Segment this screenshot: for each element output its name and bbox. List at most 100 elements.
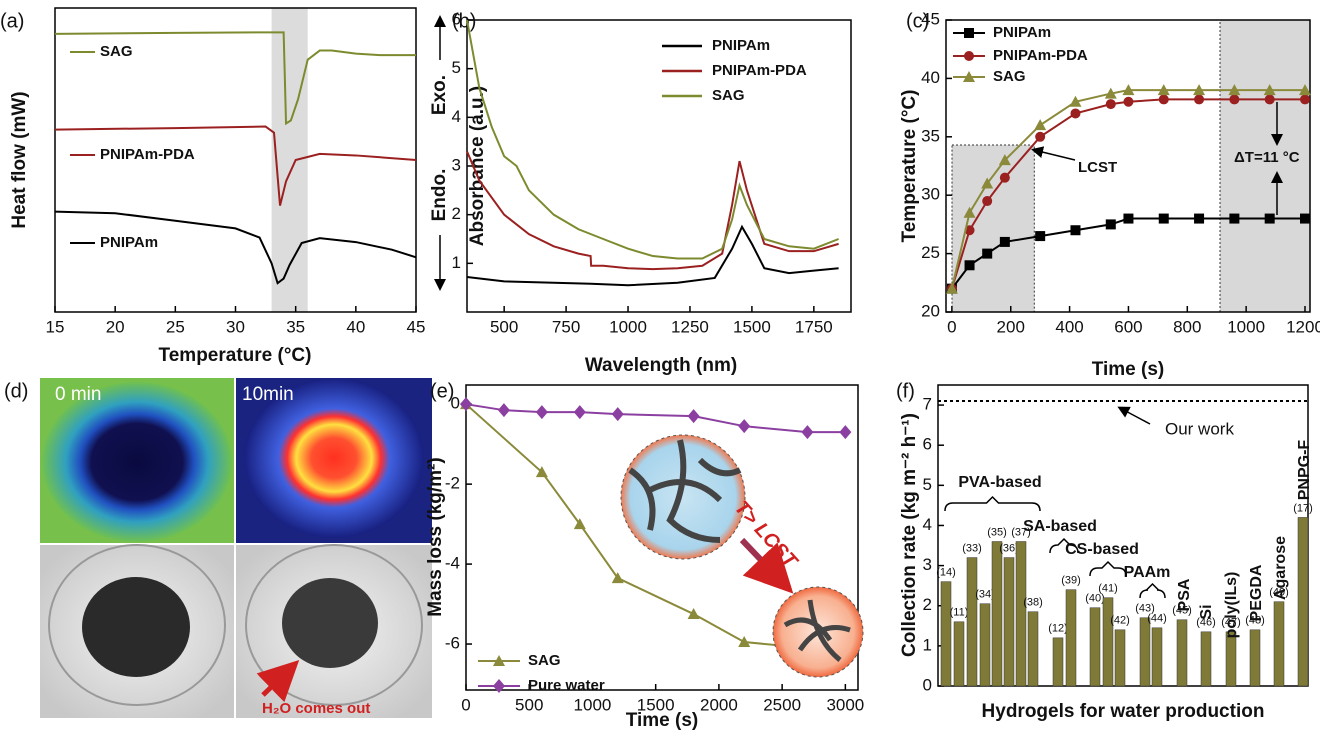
x-tick-label: 500 <box>515 695 543 714</box>
point <box>1105 219 1116 230</box>
legend-label: PNIPAm-PDA <box>100 146 195 163</box>
bar-label: (49) <box>1269 587 1289 599</box>
group-label: PNPG-F <box>1296 440 1313 501</box>
panel-label: (b) <box>452 10 476 32</box>
legend-label: PNIPAm-PDA <box>993 47 1088 64</box>
point <box>611 407 624 422</box>
x-tick-label: 200 <box>997 317 1025 336</box>
point <box>1034 119 1047 131</box>
point <box>999 236 1010 247</box>
bar-label: (45) <box>1172 605 1192 617</box>
x-tick-label: 2500 <box>763 695 801 714</box>
point <box>999 172 1010 183</box>
y-tick-label: -2 <box>445 474 460 493</box>
point <box>1069 95 1082 107</box>
point <box>981 177 994 189</box>
series-line <box>466 224 839 287</box>
bar <box>1249 629 1261 687</box>
bar-label: (38) <box>1023 597 1043 609</box>
y-tick-label: 6 <box>452 9 461 28</box>
bar <box>979 603 991 687</box>
point <box>1299 94 1310 105</box>
x-tick-label: 1500 <box>733 317 771 336</box>
y-tick-label: 35 <box>921 126 940 145</box>
y-tick-label: 6 <box>923 435 932 454</box>
brace <box>1089 560 1127 577</box>
y-tick-label: 5 <box>923 475 932 494</box>
arrow <box>256 660 300 703</box>
bar-label: (34) <box>975 589 995 601</box>
x-tick-label: 1250 <box>671 317 709 336</box>
caption: 0 min <box>55 384 101 405</box>
bar-label: (39) <box>1061 575 1081 587</box>
bar <box>940 581 952 687</box>
y-tick-label: 4 <box>923 515 932 534</box>
bar-label: (36) <box>999 542 1019 554</box>
point <box>1229 213 1240 224</box>
point <box>801 425 814 440</box>
point <box>1158 94 1169 105</box>
y-tick-label: 30 <box>921 185 940 204</box>
x-tick-label: 15 <box>46 317 65 336</box>
x-tick-label: 0 <box>461 695 470 714</box>
y-axis-title: Absorbance (a.u.) <box>467 86 488 246</box>
y-tick-label: 3 <box>923 555 932 574</box>
bar <box>1102 597 1114 687</box>
bar-label: (43) <box>1135 603 1155 615</box>
point <box>1070 225 1081 236</box>
bar <box>1114 629 1126 687</box>
bar-label: (17) <box>1293 502 1313 514</box>
x-tick-label: 1000 <box>1227 317 1265 336</box>
point <box>1123 96 1134 107</box>
group-label: PVA-based <box>958 474 1041 491</box>
panel-d: (d) 0 min 10min H₂O comes out <box>4 378 432 718</box>
y-tick-label: 20 <box>921 301 940 320</box>
annotation: Endo. <box>429 169 450 222</box>
bar <box>1176 619 1188 687</box>
y-tick-label: 2 <box>452 204 461 223</box>
y-tick-label: 0 <box>451 394 460 413</box>
series-line <box>466 151 839 271</box>
point <box>1264 94 1275 105</box>
x-tick-label: 0 <box>947 317 956 336</box>
group-label: poly(ILs) <box>1223 572 1240 639</box>
legend-label: SAG <box>528 652 561 669</box>
point <box>460 397 472 412</box>
panel-label: (a) <box>0 10 24 32</box>
point <box>998 154 1011 166</box>
point <box>1070 108 1081 119</box>
x-axis-title: Time (s) <box>626 710 699 731</box>
point <box>687 608 700 620</box>
y-axis-title: Heat flow (mW) <box>9 91 30 228</box>
y-axis-title: Collection rate (kg m⁻² h⁻¹) <box>899 413 920 657</box>
panel-label: (f) <box>896 380 915 402</box>
gel <box>82 577 190 677</box>
legend-marker <box>493 679 505 693</box>
y-tick-label: 1 <box>923 635 932 654</box>
bar <box>953 621 965 687</box>
panel-label: (d) <box>4 380 28 402</box>
x-tick-label: 400 <box>1055 317 1083 336</box>
bar <box>1200 631 1212 687</box>
point <box>839 425 852 440</box>
point <box>687 409 700 424</box>
series-line <box>54 31 416 126</box>
annotation: ΔT=11 °C <box>1234 149 1300 166</box>
bar-label: (42) <box>1110 615 1130 627</box>
y-tick-label: 7 <box>923 395 932 414</box>
panel-label: (e) <box>430 380 454 402</box>
legend-label: PNIPAm <box>712 37 770 54</box>
bar-label: (40) <box>1085 593 1105 605</box>
y-tick-label: -6 <box>445 634 460 653</box>
point <box>1298 84 1311 96</box>
group-label: Agarose <box>1272 536 1289 600</box>
legend-label: PNIPAm-PDA <box>712 62 807 79</box>
brace <box>944 495 1041 512</box>
group-label: Si <box>1198 604 1215 619</box>
x-tick-label: 40 <box>346 317 365 336</box>
group-label: CS-based <box>1065 541 1139 558</box>
arrow <box>739 537 794 594</box>
bar-label: (33) <box>962 542 982 554</box>
gel <box>282 578 378 668</box>
